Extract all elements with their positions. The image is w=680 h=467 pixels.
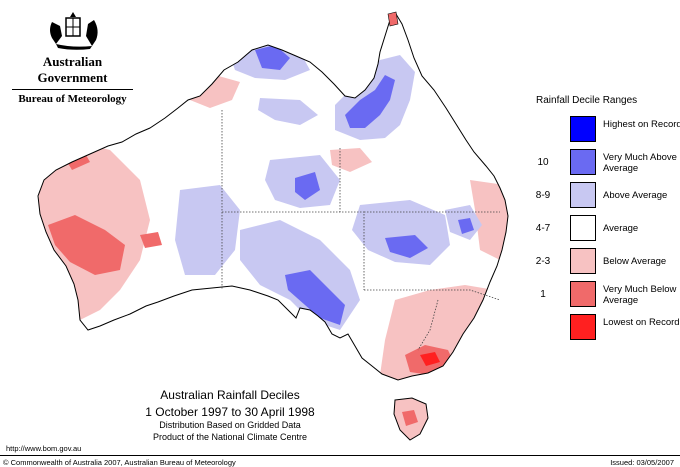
map-period: 1 October 1997 to 30 April 1998 bbox=[145, 405, 315, 419]
header-divider bbox=[12, 89, 133, 90]
legend-swatch bbox=[570, 182, 596, 208]
legend-label: Very Much Above Average bbox=[603, 152, 677, 174]
legend-item-below: 2-3 Below Average bbox=[530, 246, 680, 278]
legend-label: Very Much Below Average bbox=[603, 284, 677, 306]
legend-item-lowest: Lowest on Record bbox=[530, 312, 680, 344]
very-much-below-average-west bbox=[48, 215, 125, 275]
coat-of-arms-icon bbox=[49, 12, 98, 50]
legend-label: Highest on Record bbox=[603, 119, 680, 130]
legend-range: 2-3 bbox=[535, 256, 551, 267]
legend-item-very-much-below: 1 Very Much Below Average bbox=[530, 279, 680, 311]
legend-label: Above Average bbox=[603, 190, 668, 201]
legend-swatch bbox=[570, 281, 596, 307]
legend-swatch bbox=[570, 248, 596, 274]
footer-divider bbox=[0, 455, 680, 456]
legend-swatch bbox=[570, 314, 596, 340]
below-average-region-central bbox=[330, 148, 372, 172]
legend-swatch bbox=[570, 116, 596, 142]
legend-range: 10 bbox=[537, 157, 549, 168]
legend-item-above: 8-9 Above Average bbox=[530, 180, 680, 212]
bureau-name: Bureau of Meteorology bbox=[18, 93, 127, 105]
legend-label: Average bbox=[603, 223, 639, 234]
legend-item-average: 4-7 Average bbox=[530, 213, 680, 245]
government-name: Australian Government bbox=[37, 54, 108, 85]
copyright-text: © Commonwealth of Australia 2007, Austra… bbox=[3, 458, 236, 467]
legend-label: Lowest on Record bbox=[603, 317, 680, 328]
state-borders bbox=[221, 110, 501, 351]
very-much-above-average-top-end bbox=[255, 45, 290, 70]
logo-block: Australian Government Bureau of Meteorol… bbox=[10, 8, 135, 105]
below-average-region-southeast bbox=[380, 285, 508, 380]
very-much-above-average-cape-york bbox=[345, 75, 395, 128]
very-much-below-average-west-2 bbox=[140, 232, 162, 248]
issued-date: Issued: 03/05/2007 bbox=[610, 458, 674, 467]
map-title-block: Australian Rainfall Deciles 1 October 19… bbox=[120, 388, 340, 443]
legend-swatch bbox=[570, 215, 596, 241]
map-title: Australian Rainfall Deciles bbox=[160, 388, 300, 402]
very-much-above-average-south bbox=[285, 270, 345, 325]
very-much-above-average-east bbox=[385, 235, 428, 258]
legend-label: Below Average bbox=[603, 256, 667, 267]
legend-title: Rainfall Decile Ranges bbox=[536, 95, 638, 106]
legend-swatch bbox=[570, 149, 596, 175]
website-link[interactable]: http://www.bom.gov.au bbox=[6, 444, 82, 453]
legend-range: 8-9 bbox=[535, 190, 551, 201]
above-average-region-west-central bbox=[175, 185, 240, 275]
legend-item-highest: Highest on Record bbox=[530, 114, 680, 146]
map-subtitle-2: Product of the National Climate Centre bbox=[152, 432, 308, 442]
legend-item-very-much-above: 10 Very Much Above Average bbox=[530, 147, 680, 179]
lowest-on-record-vic bbox=[420, 352, 440, 366]
below-average-region-east bbox=[470, 180, 508, 260]
legend-range: 4-7 bbox=[535, 223, 551, 234]
map-subtitle-1: Distribution Based on Gridded Data bbox=[159, 420, 301, 430]
legend-range: 1 bbox=[540, 289, 546, 300]
above-average-region-gulf bbox=[258, 98, 318, 125]
very-much-above-average-central bbox=[295, 172, 320, 200]
very-much-above-average-coast bbox=[458, 218, 474, 234]
